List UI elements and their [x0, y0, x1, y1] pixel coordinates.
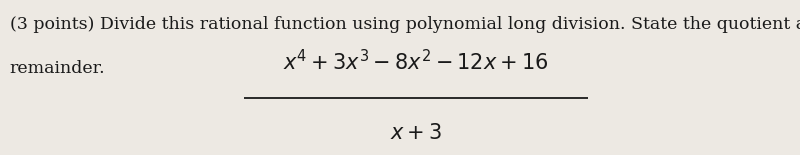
- Text: remainder.: remainder.: [10, 60, 106, 77]
- Text: $x + 3$: $x + 3$: [390, 123, 442, 143]
- Text: (3 points) Divide this rational function using polynomial long division. State t: (3 points) Divide this rational function…: [10, 16, 800, 33]
- Text: $x^4 + 3x^3 - 8x^2 - 12x + 16$: $x^4 + 3x^3 - 8x^2 - 12x + 16$: [283, 49, 549, 75]
